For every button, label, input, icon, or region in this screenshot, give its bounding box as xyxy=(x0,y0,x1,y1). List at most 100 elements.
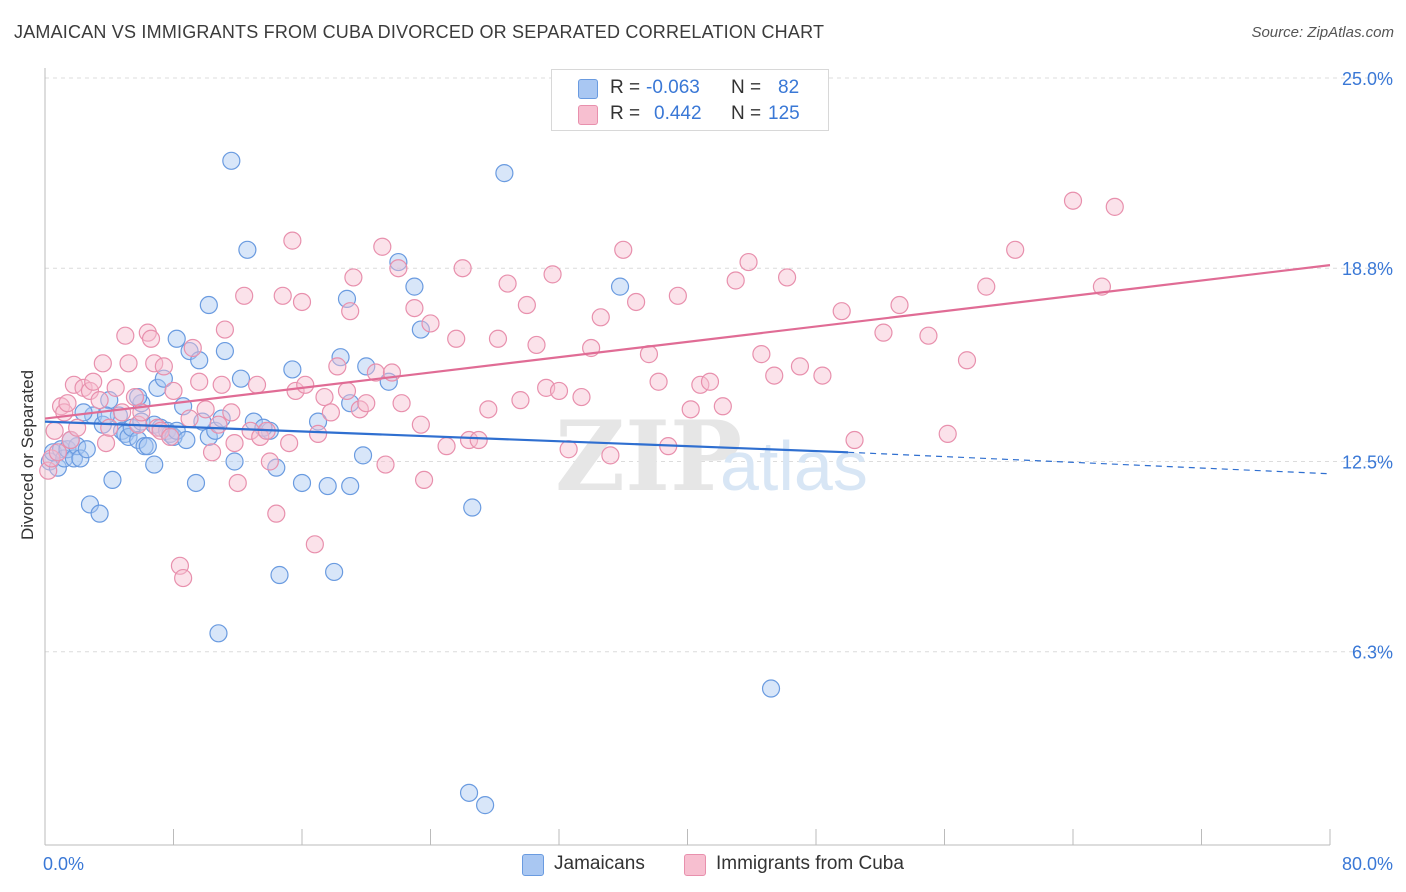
cuba-point xyxy=(681,400,700,419)
jamaicans-point xyxy=(167,329,186,348)
cuba-point xyxy=(957,351,977,370)
legend-swatch-jamaicans xyxy=(578,79,598,99)
cuba-point xyxy=(90,391,109,410)
cuba-point xyxy=(337,381,357,401)
source-label: Source: ZipAtlas.com xyxy=(1251,24,1394,41)
jamaicans-point xyxy=(71,449,90,468)
y-tick-label: 25.0% xyxy=(1342,69,1393,89)
cuba-point xyxy=(161,427,180,447)
legend-n-label: N = xyxy=(731,77,762,98)
tick-labels: 6.3% 12.5% 18.8% 25.0% 0.0% 80.0% xyxy=(43,69,1393,874)
cuba-point xyxy=(273,286,292,305)
cuba-point xyxy=(341,302,360,321)
cuba-point xyxy=(96,433,116,453)
cuba-point xyxy=(321,403,341,422)
cuba-point xyxy=(453,259,472,278)
legend-swatch-cuba xyxy=(578,105,598,125)
cuba-point xyxy=(225,433,244,453)
cuba-point xyxy=(164,381,183,401)
jamaicans-point xyxy=(610,277,630,296)
series-swatch-cuba xyxy=(684,854,706,876)
jamaicans-point xyxy=(341,476,360,496)
cuba-point xyxy=(283,231,302,250)
legend-n-label: N = xyxy=(731,103,762,124)
data-points xyxy=(39,151,1124,815)
cuba-point xyxy=(119,354,138,373)
cuba-point xyxy=(260,452,279,471)
cuba-point xyxy=(977,277,996,296)
jamaicans-point xyxy=(495,164,514,183)
jamaicans-point xyxy=(292,473,312,493)
cuba-point xyxy=(212,375,231,394)
cuba-point xyxy=(1105,197,1124,216)
cuba-point xyxy=(890,295,909,315)
y-tick-label: 6.3% xyxy=(1352,643,1393,663)
cuba-point xyxy=(938,424,957,443)
cuba-point xyxy=(215,320,234,339)
cuba-point xyxy=(196,400,215,419)
cuba-point xyxy=(649,372,668,391)
cuba-point xyxy=(626,292,646,312)
legend-r-label: R = xyxy=(610,103,641,124)
jamaicans-point xyxy=(318,476,337,496)
series-swatch-jamaicans xyxy=(522,854,544,876)
cuba-point xyxy=(148,418,167,437)
legend-r-label: R = xyxy=(610,77,641,98)
jamaicans-point xyxy=(405,277,424,296)
cuba-point xyxy=(1063,191,1083,210)
jamaicans-point xyxy=(231,369,251,388)
cuba-point xyxy=(447,329,466,348)
cuba-point xyxy=(572,387,591,407)
legend-n-value: 82 xyxy=(778,77,800,98)
cuba-point xyxy=(739,252,758,272)
legend-r-value: -0.063 xyxy=(646,77,700,98)
cuba-point xyxy=(286,381,305,401)
cuba-point xyxy=(790,357,810,376)
cuba-point xyxy=(392,394,411,413)
cuba-point xyxy=(414,470,434,490)
jamaicans-point xyxy=(138,437,157,456)
cuba-point xyxy=(601,446,620,465)
jamaicans-point xyxy=(463,498,482,517)
cuba-point xyxy=(305,535,324,554)
cuba-point xyxy=(93,354,112,373)
legend-row-jamaicans: R = -0.063 N = 82 xyxy=(552,75,828,101)
jamaicans-point xyxy=(222,151,241,170)
jamaicans-point xyxy=(177,430,196,450)
legend-r-value: 0.442 xyxy=(654,103,702,124)
cuba-point xyxy=(488,329,508,348)
cuba-point xyxy=(209,415,228,434)
cuba-point xyxy=(84,372,103,391)
cuba-point xyxy=(527,335,546,355)
cuba-point xyxy=(765,366,784,385)
cuba-point xyxy=(222,403,241,422)
cuba-point xyxy=(112,403,132,422)
x-tick-label: 80.0% xyxy=(1342,854,1393,874)
cuba-point xyxy=(296,375,315,394)
jamaicans-trend-extension xyxy=(848,451,1331,475)
jamaicans-point xyxy=(199,295,218,315)
cuba-point xyxy=(813,366,832,385)
cuba-point xyxy=(376,455,395,474)
cuba-point xyxy=(777,268,797,287)
cuba-point xyxy=(174,568,193,588)
cuba-point xyxy=(668,286,687,305)
cuba-point xyxy=(228,473,247,493)
jamaicans-point xyxy=(225,452,244,471)
cuba-point xyxy=(202,443,222,462)
cuba-point xyxy=(154,357,173,376)
jamaicans-point xyxy=(389,252,408,272)
cuba-point xyxy=(832,302,851,321)
jamaicans-point xyxy=(761,679,781,698)
jamaicans-point xyxy=(357,357,376,376)
jamaicans-point xyxy=(353,446,373,465)
cuba-point xyxy=(315,387,334,407)
cuba-point xyxy=(180,409,199,428)
series-label-jamaicans: Jamaicans xyxy=(554,853,645,874)
cuba-point xyxy=(919,326,938,345)
cuba-point xyxy=(247,375,267,394)
trend-lines xyxy=(44,264,1331,475)
jamaicans-point xyxy=(325,562,344,582)
jamaicans-point xyxy=(459,783,479,802)
